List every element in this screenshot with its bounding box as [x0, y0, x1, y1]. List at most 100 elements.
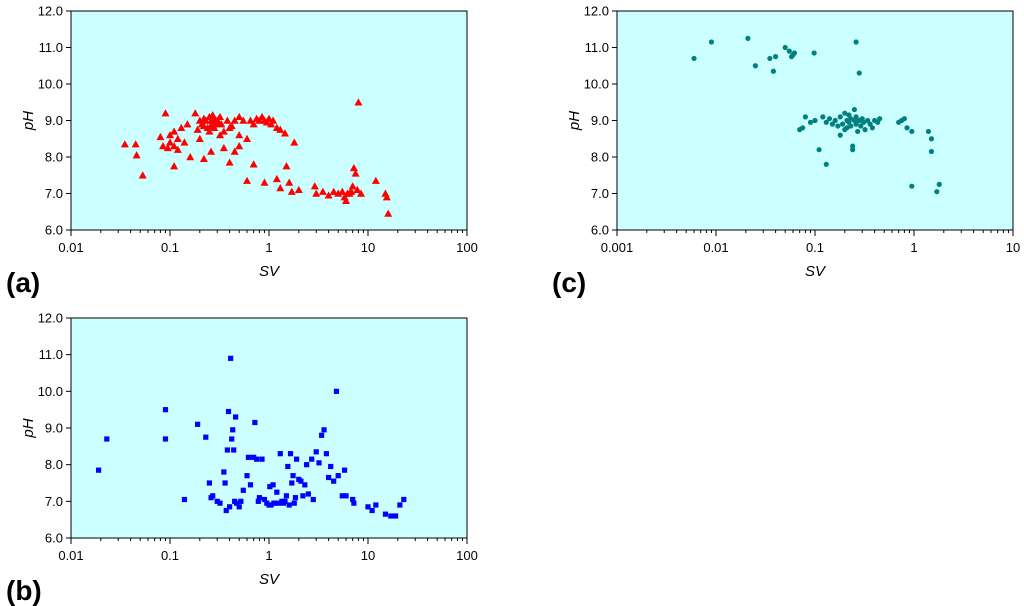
data-point	[823, 161, 829, 167]
x-axis-title: SV	[259, 263, 281, 280]
data-point	[272, 500, 278, 506]
x-tick-label: 0.001	[601, 240, 634, 255]
data-point	[351, 169, 360, 177]
data-point	[745, 35, 751, 41]
data-point	[369, 507, 375, 514]
data-point	[331, 478, 337, 484]
data-point	[811, 50, 817, 56]
data-point	[216, 112, 225, 121]
data-point	[347, 187, 356, 195]
data-point	[382, 193, 391, 201]
data-point	[235, 131, 244, 139]
y-tick-label: 12.0	[38, 311, 63, 326]
x-tick-label: 100	[456, 240, 478, 255]
data-point	[837, 132, 843, 138]
data-point	[708, 39, 715, 45]
data-point	[275, 500, 282, 506]
data-point	[329, 187, 338, 195]
data-point	[802, 114, 809, 120]
data-point	[800, 125, 806, 131]
data-point	[397, 502, 403, 508]
data-point	[283, 493, 290, 499]
data-point	[173, 134, 182, 142]
y-tick-label: 12.0	[38, 4, 63, 19]
data-point	[382, 511, 389, 517]
data-point	[691, 55, 697, 62]
data-point	[310, 182, 319, 190]
data-point	[392, 513, 399, 519]
data-point	[161, 109, 170, 117]
data-point	[353, 185, 362, 194]
data-point	[333, 388, 340, 394]
data-point	[909, 183, 915, 189]
y-axis-title: pH	[566, 111, 583, 131]
data-point	[210, 123, 219, 131]
y-tick-label: 6.0	[45, 531, 63, 546]
data-point	[166, 131, 174, 139]
data-point	[300, 493, 306, 499]
data-point	[207, 147, 216, 155]
data-point	[162, 407, 169, 413]
data-point	[238, 498, 244, 504]
data-point	[313, 449, 319, 455]
data-point	[194, 421, 201, 427]
data-point	[304, 462, 310, 468]
data-point	[223, 116, 232, 124]
y-tick-label: 8.0	[45, 150, 63, 165]
x-tick-label: 1	[265, 240, 272, 255]
data-point	[936, 181, 942, 187]
y-tick-label: 11.0	[585, 40, 609, 55]
data-point	[820, 114, 826, 120]
data-point	[166, 138, 174, 146]
data-point	[286, 502, 292, 508]
data-point	[290, 138, 299, 146]
data-point	[291, 500, 297, 506]
x-axis-title: SV	[805, 263, 827, 280]
x-tick-label: 0.01	[703, 240, 728, 255]
data-point	[835, 123, 841, 129]
data-point	[321, 427, 327, 433]
data-point	[844, 125, 850, 131]
data-point	[280, 129, 289, 137]
data-point	[276, 184, 285, 192]
data-point	[156, 132, 165, 141]
data-point	[216, 131, 225, 139]
y-tick-label: 6.0	[591, 223, 609, 238]
data-point	[869, 125, 875, 131]
data-point	[206, 480, 212, 486]
data-point	[877, 116, 883, 122]
data-point	[319, 432, 325, 438]
panel-label: (a)	[6, 267, 40, 298]
data-point	[928, 148, 935, 155]
data-point	[224, 447, 230, 453]
data-point	[823, 119, 829, 125]
data-point	[837, 114, 843, 120]
y-tick-label: 9.0	[45, 113, 63, 128]
data-point	[162, 436, 169, 442]
data-point	[302, 482, 308, 488]
data-point	[221, 469, 227, 475]
data-point	[292, 495, 299, 501]
data-point	[901, 116, 908, 122]
data-point	[285, 463, 291, 470]
data-point	[934, 189, 940, 195]
x-axis-title: SV	[259, 571, 281, 588]
data-point	[853, 121, 859, 127]
data-point	[373, 502, 379, 508]
data-point	[193, 125, 202, 133]
data-point	[210, 493, 216, 499]
data-point	[816, 147, 822, 153]
data-point	[233, 414, 239, 420]
data-point	[782, 44, 788, 51]
data-point	[851, 106, 857, 113]
y-tick-label: 9.0	[591, 113, 609, 128]
data-point	[287, 187, 296, 195]
data-point	[384, 209, 393, 217]
data-point	[219, 143, 228, 152]
data-point	[349, 163, 358, 172]
data-point	[348, 182, 357, 190]
data-point	[254, 456, 260, 462]
panel-label: (c)	[552, 267, 586, 298]
data-point	[357, 189, 366, 197]
